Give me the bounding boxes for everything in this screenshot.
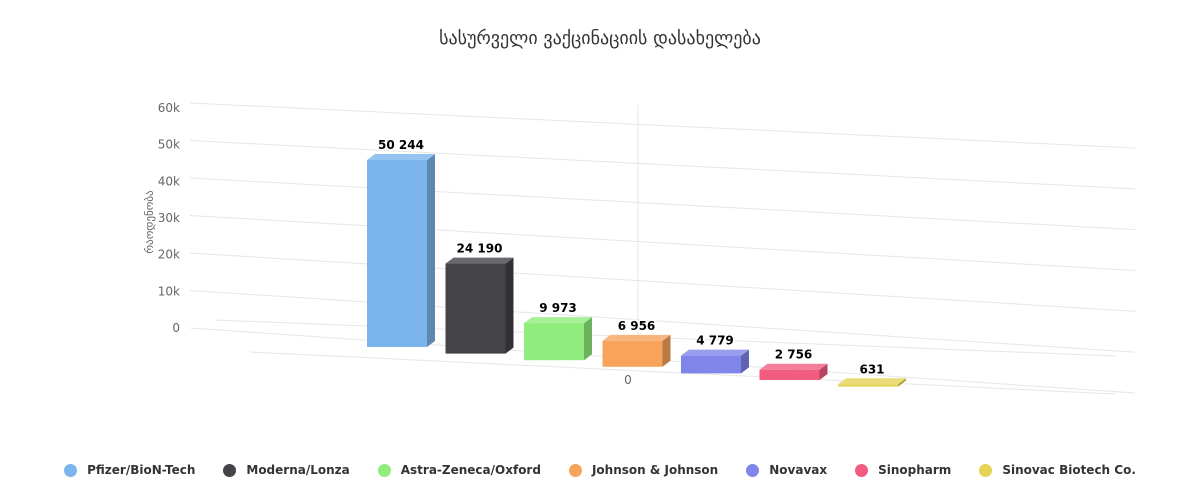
bar-side bbox=[898, 378, 906, 387]
legend-label: Sinovac Biotech Co. bbox=[1002, 463, 1136, 477]
bar-2[interactable] bbox=[445, 257, 514, 354]
legend-item[interactable]: Sinopharm bbox=[855, 463, 951, 477]
bar-side bbox=[427, 154, 435, 347]
bar-front bbox=[838, 384, 898, 387]
bars bbox=[367, 154, 906, 387]
data-label: 631 bbox=[859, 362, 884, 376]
bar-top bbox=[524, 317, 592, 324]
legend-label: Moderna/Lonza bbox=[246, 463, 350, 477]
y-axis-tick-label: 60k bbox=[158, 101, 180, 115]
bar-top bbox=[445, 257, 514, 264]
legend-item[interactable]: Sinovac Biotech Co. bbox=[979, 463, 1136, 477]
data-labels: 50 244 24 190 9 973 6 956 4 779 2 756 631 bbox=[377, 137, 887, 378]
gridline bbox=[189, 252, 1136, 312]
legend-marker bbox=[64, 463, 78, 477]
y-axis-tick-label: 10k bbox=[158, 284, 180, 298]
legend-marker bbox=[855, 463, 869, 477]
y-axis-tick-label: 20k bbox=[158, 248, 180, 262]
bar-top bbox=[681, 349, 749, 356]
bar-4[interactable] bbox=[602, 334, 671, 367]
legend-label: Astra-Zeneca/Oxford bbox=[400, 463, 541, 477]
gridline bbox=[189, 102, 1136, 149]
data-label: 24 190 bbox=[457, 242, 503, 256]
gridline bbox=[189, 290, 1136, 353]
legend-item[interactable]: Moderna/Lonza bbox=[223, 463, 350, 477]
y-axis-tick-label: 40k bbox=[158, 174, 180, 188]
bar-top bbox=[759, 363, 828, 370]
bar-front bbox=[445, 263, 506, 354]
bar-side bbox=[662, 334, 671, 367]
bar-1[interactable] bbox=[367, 154, 435, 347]
data-label: 9 973 bbox=[539, 301, 577, 315]
y-axis-tick-label: 0 bbox=[172, 321, 180, 335]
legend-marker bbox=[979, 463, 993, 477]
legend-item[interactable]: Pfizer/BioN-Tech bbox=[64, 463, 195, 477]
bar-front bbox=[681, 355, 741, 374]
bar-front bbox=[602, 340, 663, 367]
legend-label: Sinopharm bbox=[878, 463, 952, 477]
legend-item[interactable]: Novavax bbox=[746, 463, 827, 477]
bar-top bbox=[838, 378, 906, 385]
legend-label: Novavax bbox=[769, 463, 828, 477]
y-axis-ticks: 0 10k 20k 30k 40k 50k 60k bbox=[158, 101, 180, 335]
bar-top bbox=[602, 334, 671, 341]
x-axis-tick-label: 0 bbox=[624, 373, 632, 387]
legend-label: Johnson & Johnson bbox=[591, 463, 719, 477]
bar-top bbox=[367, 154, 435, 160]
legend-marker bbox=[746, 463, 760, 477]
data-label: 4 779 bbox=[696, 334, 734, 348]
gridline bbox=[189, 140, 1136, 190]
legend: Pfizer/BioN-Tech Moderna/Lonza Astra-Zenec… bbox=[0, 458, 1200, 482]
gridline bbox=[189, 215, 1136, 271]
data-label: 50 244 bbox=[378, 138, 424, 152]
bar-front bbox=[524, 323, 584, 361]
bar-side bbox=[505, 257, 514, 354]
y-axis-tick-label: 50k bbox=[158, 138, 180, 152]
bar-front bbox=[367, 160, 427, 347]
legend-marker bbox=[568, 463, 582, 477]
bar-5[interactable] bbox=[681, 349, 749, 374]
data-label: 6 956 bbox=[618, 319, 656, 333]
legend-item[interactable]: Astra-Zeneca/Oxford bbox=[377, 463, 541, 477]
bar-7[interactable] bbox=[838, 378, 906, 387]
legend-label: Pfizer/BioN-Tech bbox=[87, 463, 196, 477]
legend-marker bbox=[377, 463, 391, 477]
legend-marker bbox=[223, 463, 237, 477]
bar-side bbox=[584, 317, 592, 361]
chart-title: სასურველი ვაქცინაციის დასახელება bbox=[439, 28, 761, 49]
y-axis-tick-label: 30k bbox=[158, 211, 180, 225]
gridline bbox=[189, 177, 1136, 231]
y-axis-label: რაოდენობა bbox=[143, 190, 156, 254]
bar-front bbox=[759, 369, 820, 380]
bar-6[interactable] bbox=[759, 363, 828, 380]
bar-3[interactable] bbox=[524, 317, 592, 361]
legend-item[interactable]: Johnson & Johnson bbox=[568, 463, 719, 477]
data-label: 2 756 bbox=[775, 348, 813, 362]
bar-side bbox=[819, 363, 828, 380]
bar-side bbox=[741, 349, 749, 374]
